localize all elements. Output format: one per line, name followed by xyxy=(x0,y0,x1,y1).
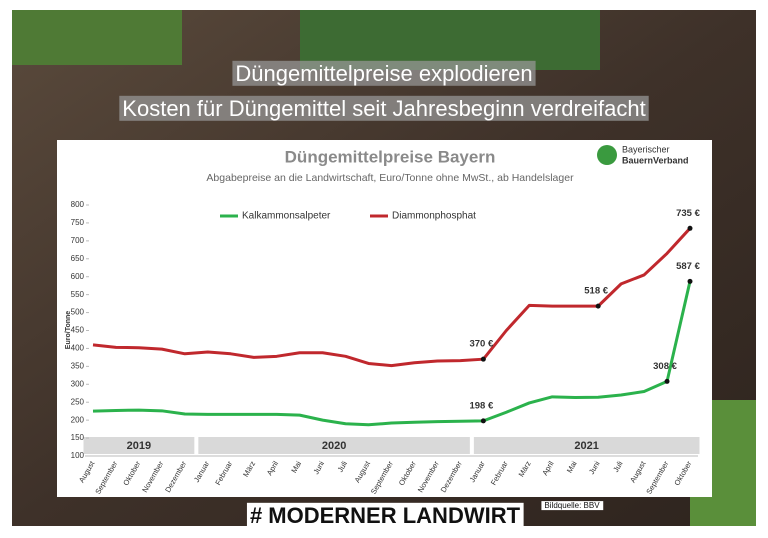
chart-subtitle: Abgabepreise an die Landwirtschaft, Euro… xyxy=(206,172,574,184)
headline-bg xyxy=(119,95,649,121)
data-label: 198 € xyxy=(469,400,493,411)
legend-label: Kalkammonsalpeter xyxy=(242,211,331,222)
photo-grass xyxy=(12,10,182,65)
y-axis-label: Euro/Tonne xyxy=(65,311,72,349)
y-tick-label: 150 xyxy=(71,433,85,442)
y-tick-label: 750 xyxy=(71,218,85,227)
legend-label: Diammonphosphat xyxy=(392,211,476,222)
logo-icon xyxy=(597,145,617,165)
year-band xyxy=(198,437,470,454)
year-band xyxy=(473,437,700,454)
data-point xyxy=(480,356,486,362)
data-label: 308 € xyxy=(653,361,677,372)
y-tick-label: 600 xyxy=(71,272,85,281)
photo-tractor xyxy=(300,10,600,70)
y-tick-label: 100 xyxy=(71,451,85,460)
year-label: 2019 xyxy=(127,440,151,452)
y-tick-label: 350 xyxy=(71,361,85,370)
year-label: 2020 xyxy=(322,440,346,452)
y-tick-label: 250 xyxy=(71,397,85,406)
y-tick-label: 650 xyxy=(71,254,85,263)
year-label: 2021 xyxy=(574,440,598,452)
series-line xyxy=(92,281,692,427)
chart-title: Düngemittelpreise Bayern xyxy=(285,147,496,166)
y-tick-label: 400 xyxy=(71,344,85,353)
hashtag: # MODERNER LANDWIRT xyxy=(250,503,521,528)
image-credit: Bildquelle: BBV xyxy=(544,501,600,510)
data-label: 370 € xyxy=(469,339,493,350)
logo-text: Bayerischer xyxy=(622,144,670,154)
y-tick-label: 550 xyxy=(71,290,85,299)
data-label: 735 € xyxy=(676,208,700,219)
y-tick-label: 200 xyxy=(71,415,85,424)
image-credit-bg xyxy=(541,501,604,511)
y-tick-label: 800 xyxy=(71,200,85,209)
hashtag-bg xyxy=(246,502,524,528)
data-label: 518 € xyxy=(584,286,608,297)
data-point xyxy=(687,278,693,284)
data-label: 587 € xyxy=(676,261,700,272)
headline-bg xyxy=(232,60,536,86)
data-point xyxy=(664,378,670,384)
y-tick-label: 300 xyxy=(71,379,85,388)
year-band xyxy=(83,437,195,454)
y-tick-label: 700 xyxy=(71,236,85,245)
headline: Kosten für Düngemittel seit Jahresbeginn… xyxy=(122,96,645,121)
series-line xyxy=(92,227,692,368)
y-tick-label: 500 xyxy=(71,308,85,317)
headline: Düngemittelpreise explodieren xyxy=(235,61,532,86)
y-tick-label: 450 xyxy=(71,326,85,335)
data-point xyxy=(595,303,601,309)
logo-text: BauernVerband xyxy=(622,155,689,165)
data-point xyxy=(687,225,693,231)
data-point xyxy=(480,418,486,424)
